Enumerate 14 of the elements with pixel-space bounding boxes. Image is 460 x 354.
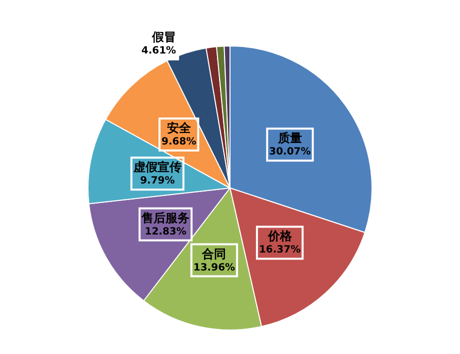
data-label: 13.96% [193,262,236,274]
slice-label: 价格 [266,229,293,244]
data-label: 30.07% [269,146,311,158]
slice-label: 安全 [166,121,192,136]
data-label: 9.79% [140,176,175,187]
data-label: 16.37% [258,244,301,256]
slice-label: 虚假宣传 [132,160,182,174]
data-label: 9.68% [162,136,196,148]
data-label: 12.83% [144,226,186,238]
data-label: 4.61% [141,45,176,56]
slice-label: 合同 [201,246,226,261]
slice-label: 假冒 [151,30,176,44]
slice-label: 售后服务 [140,210,190,225]
slice-label: 质量 [276,131,302,146]
